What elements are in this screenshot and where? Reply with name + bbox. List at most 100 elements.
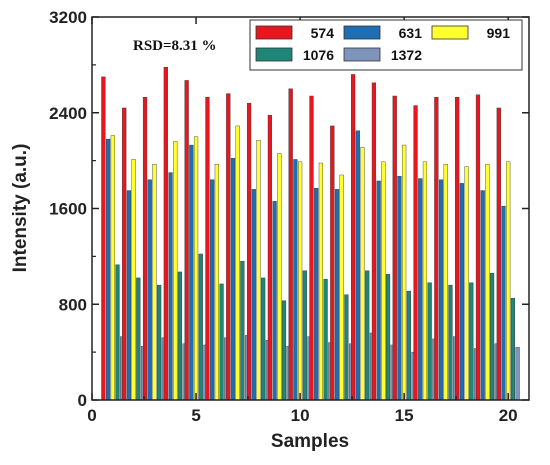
bar-1076-sample-12 (344, 294, 349, 401)
bar-1076-sample-17 (448, 284, 453, 401)
x-tick-label: 20 (499, 406, 518, 425)
bar-991-sample-6 (214, 164, 219, 401)
y-tick-label: 3200 (49, 8, 87, 27)
bar-631-sample-12 (334, 189, 340, 401)
bar-1076-sample-19 (489, 272, 495, 401)
bar-1076-sample-3 (157, 284, 162, 401)
bar-574-sample-6 (205, 96, 210, 401)
bar-574-sample-16 (413, 105, 418, 401)
bar-991-sample-5 (193, 136, 199, 401)
bar-1076-sample-5 (198, 253, 203, 401)
legend-label-1076: 1076 (303, 47, 334, 63)
bar-1076-sample-13 (365, 270, 370, 401)
x-tick-label: 5 (191, 406, 200, 425)
legend-label-574: 574 (311, 25, 335, 41)
bar-991-sample-8 (256, 140, 261, 401)
bar-991-sample-9 (277, 153, 282, 401)
x-axis-title: Samples (271, 431, 349, 452)
bar-1076-sample-7 (240, 260, 245, 401)
bar-1076-sample-20 (510, 298, 515, 401)
bar-991-sample-15 (402, 144, 407, 401)
bar-631-sample-8 (251, 189, 256, 401)
bars (101, 67, 520, 401)
bar-1076-sample-11 (323, 278, 328, 401)
x-tick-label: 10 (291, 406, 310, 425)
bar-991-sample-12 (339, 174, 344, 401)
legend-swatch-1076 (255, 47, 293, 62)
bar-574-sample-3 (142, 96, 148, 401)
y-axis-title: Intensity (a.u.) (10, 144, 31, 273)
legend-label-1372: 1372 (391, 47, 422, 63)
bar-991-sample-11 (318, 162, 323, 401)
y-tick-label: 0 (78, 391, 87, 410)
bar-574-sample-13 (351, 74, 356, 401)
bar-991-sample-13 (360, 147, 365, 401)
bar-574-sample-11 (309, 95, 314, 401)
bar-631-sample-18 (459, 183, 464, 401)
bar-631-sample-16 (418, 178, 423, 401)
bar-574-sample-9 (267, 114, 272, 401)
rsd-annotation: RSD=8.31 % (133, 38, 217, 54)
bar-991-sample-1 (110, 135, 115, 401)
bar-574-sample-8 (246, 102, 252, 401)
bar-631-sample-11 (314, 187, 319, 401)
bar-631-sample-2 (126, 190, 132, 401)
bar-991-sample-4 (173, 141, 178, 401)
bar-631-sample-1 (106, 138, 111, 401)
bar-1076-sample-14 (385, 274, 391, 401)
bar-574-sample-1 (101, 76, 106, 401)
bar-991-sample-17 (443, 164, 448, 401)
bar-631-sample-14 (376, 180, 381, 401)
bar-991-sample-3 (152, 164, 157, 401)
bar-991-sample-14 (381, 161, 386, 401)
bar-1076-sample-16 (427, 282, 432, 401)
bar-1076-sample-8 (261, 277, 266, 401)
legend-box (249, 19, 523, 71)
bar-574-sample-14 (371, 82, 377, 401)
bar-574-sample-7 (226, 93, 231, 401)
bar-991-sample-20 (506, 161, 511, 401)
bar-1076-sample-2 (136, 277, 141, 401)
bar-1076-sample-15 (406, 290, 411, 401)
bar-574-sample-10 (288, 88, 293, 401)
bar-574-sample-4 (163, 67, 168, 401)
bar-1076-sample-6 (219, 283, 224, 401)
bar-574-sample-12 (330, 125, 335, 401)
bar-991-sample-19 (485, 164, 490, 401)
bar-631-sample-7 (230, 158, 236, 401)
bar-574-sample-2 (122, 107, 127, 401)
bar-1076-sample-10 (302, 270, 307, 401)
bar-631-sample-15 (397, 175, 402, 401)
legend-label-991: 991 (487, 25, 511, 41)
bar-1076-sample-18 (469, 282, 474, 401)
legend-swatch-631 (343, 25, 381, 40)
y-tick-label: 1600 (49, 200, 87, 219)
x-tick-label: 0 (87, 406, 96, 425)
legend: 574 631 991 1076 1372 (249, 19, 523, 71)
bar-991-sample-16 (422, 161, 428, 401)
y-tick-label: 800 (59, 295, 87, 314)
bar-631-sample-13 (355, 130, 360, 401)
x-tick-label: 15 (395, 406, 414, 425)
bar-631-sample-5 (189, 144, 194, 401)
bar-574-sample-20 (496, 107, 501, 401)
legend-swatch-574 (255, 25, 293, 40)
bar-991-sample-18 (464, 166, 469, 401)
bar-631-sample-3 (147, 179, 152, 401)
bar-574-sample-5 (184, 80, 189, 401)
y-tick-label: 2400 (49, 104, 87, 123)
bar-1076-sample-9 (281, 300, 287, 401)
legend-label-631: 631 (399, 25, 423, 41)
bar-631-sample-9 (272, 201, 277, 401)
bar-631-sample-19 (480, 190, 485, 401)
bar-1372-sample-20 (515, 347, 520, 401)
bar-574-sample-15 (392, 95, 397, 401)
bar-1076-sample-4 (177, 271, 183, 401)
bar-1076-sample-1 (115, 264, 120, 401)
bar-991-sample-2 (131, 159, 136, 401)
bar-991-sample-7 (235, 125, 240, 401)
bar-574-sample-18 (455, 96, 460, 401)
bar-631-sample-17 (438, 179, 444, 401)
bar-631-sample-10 (293, 159, 298, 401)
